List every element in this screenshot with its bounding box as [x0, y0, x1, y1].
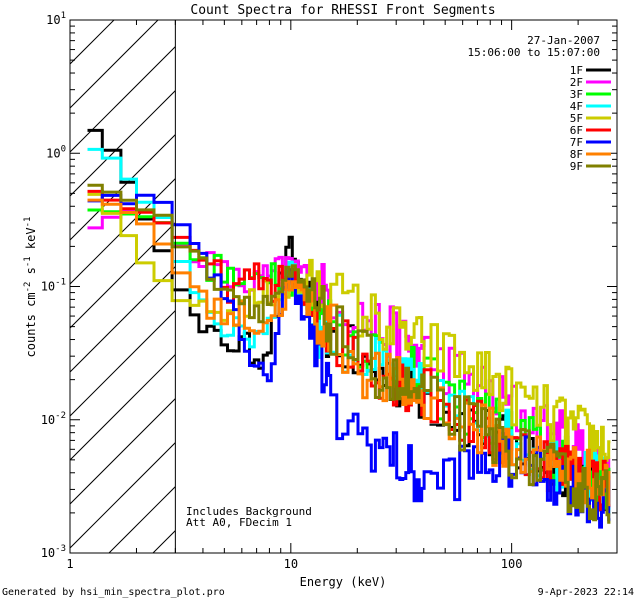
series-line-9F: [87, 183, 611, 524]
y-tick-label: 10-2: [41, 411, 66, 427]
hatch-line: [70, 45, 176, 153]
date-label: 27-Jan-2007: [527, 34, 600, 47]
legend-label: 1F: [570, 64, 583, 77]
y-axis-label: counts cm-2 s-1 keV-1: [23, 217, 38, 358]
ylabel-exp: -1: [23, 217, 33, 228]
legend-label: 6F: [570, 124, 583, 137]
x-tick-label: 100: [501, 557, 523, 571]
hatch-line: [70, 89, 176, 197]
y-axis-ticks: 10-3 10-2 10-1 100 101: [41, 11, 617, 560]
x-axis-ticks: 1 10 100: [66, 20, 618, 571]
note-background: Includes Background: [186, 505, 312, 518]
ylabel-part: keV: [24, 227, 38, 256]
ylabel-part: s: [24, 267, 38, 281]
y-tick-label: 101: [46, 11, 66, 27]
chart-title: Count Spectra for RHESSI Front Segments: [190, 3, 495, 18]
legend-label: 8F: [570, 148, 583, 161]
note-attenuator: Att A0, FDecim 1: [186, 516, 292, 529]
legend-label: 7F: [570, 136, 583, 149]
hatch-line: [70, 265, 176, 373]
legend-label: 4F: [570, 100, 583, 113]
series-lines: [87, 128, 611, 529]
x-tick-label: 1: [66, 557, 73, 571]
x-axis-label: Energy (keV): [300, 575, 387, 589]
footer-generated-by: Generated by hsi_min_spectra_plot.pro: [2, 587, 225, 598]
footer-timestamp: 9-Apr-2023 22:14: [538, 587, 634, 598]
hatch-line: [70, 397, 176, 505]
legend-label: 2F: [570, 76, 583, 89]
ylabel-exp: -2: [23, 282, 33, 293]
time-range-label: 15:06:00 to 15:07:00: [468, 46, 600, 59]
y-tick-label: 10-3: [41, 544, 66, 560]
y-tick-label: 100: [46, 144, 66, 160]
hatched-region: [70, 20, 176, 553]
legend-label: 3F: [570, 88, 583, 101]
ylabel-exp: -1: [23, 256, 33, 267]
legend-label: 9F: [570, 160, 583, 173]
hatch-line: [70, 441, 176, 549]
y-tick-label: 10-1: [41, 278, 66, 294]
hatch-line: [70, 221, 176, 329]
legend-label: 5F: [570, 112, 583, 125]
x-tick-label: 10: [284, 557, 298, 571]
ylabel-part: counts cm: [24, 292, 38, 357]
